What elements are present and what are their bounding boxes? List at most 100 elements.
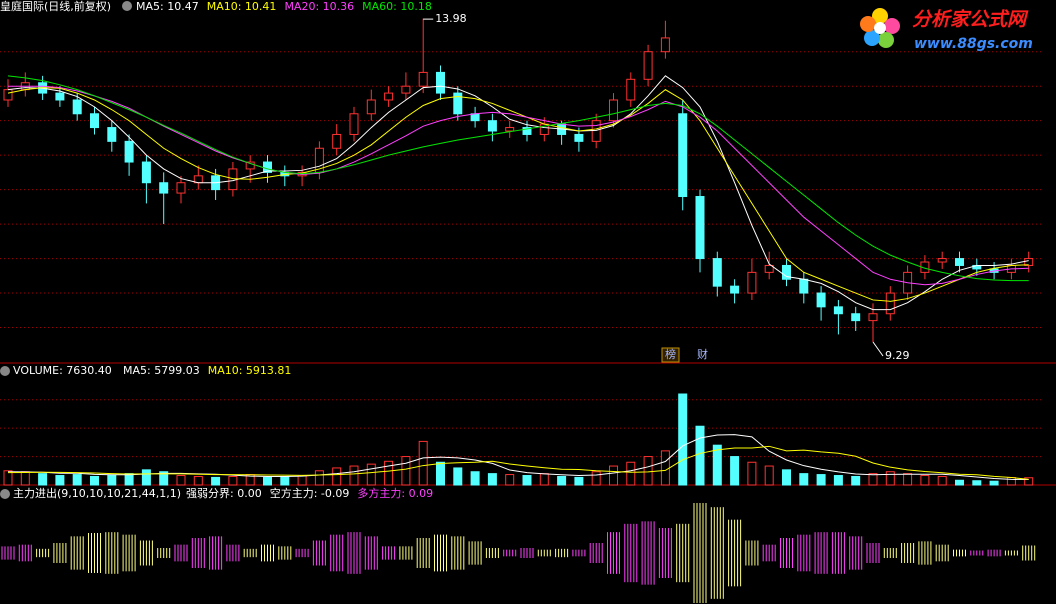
volume-bar	[833, 475, 843, 486]
candle-body	[245, 161, 255, 170]
volume-bar	[557, 475, 567, 486]
candle-body	[159, 182, 169, 194]
volume-bar	[868, 473, 878, 486]
volume-bar	[539, 473, 549, 486]
logo-petal	[878, 32, 894, 48]
volume-bar	[643, 456, 653, 486]
volume-bar	[38, 473, 48, 486]
volume-bar	[401, 456, 411, 486]
volume-bar	[626, 461, 636, 486]
ma-line	[7, 87, 1029, 302]
candle-body	[626, 78, 636, 101]
candle-body	[764, 264, 774, 273]
legend-entry: MA10: 5913.81	[208, 364, 292, 377]
candle-body	[228, 168, 238, 191]
candle-body	[678, 113, 688, 198]
indicator-title: 主力进出(9,10,10,10,21,44,1,1)	[13, 486, 181, 500]
annotation-leader	[872, 341, 884, 357]
candle-body	[574, 133, 584, 142]
candle-body	[782, 264, 791, 280]
candle-body	[643, 51, 653, 80]
candle-body	[349, 113, 359, 135]
volume-bar	[176, 475, 186, 486]
candle-body	[851, 313, 861, 322]
volume-bar	[141, 469, 151, 486]
settings-icon[interactable]	[0, 366, 10, 376]
candle-body	[384, 92, 394, 101]
candle-body	[90, 113, 99, 129]
candle-body	[522, 127, 532, 135]
candle-body	[833, 306, 843, 315]
marker-badge	[661, 347, 680, 363]
candle-body	[868, 313, 878, 322]
volume-bar	[470, 471, 480, 486]
volume-bar	[297, 475, 307, 486]
legend-entry: 强弱分界: 0.00	[186, 487, 262, 500]
annotation: 9.29	[885, 349, 910, 362]
candle-body	[366, 99, 376, 115]
legend-entry: MA20: 10.36	[284, 0, 354, 13]
candle-body	[436, 71, 445, 94]
candle-body	[505, 127, 515, 132]
volume-bar	[799, 473, 809, 486]
volume-bar	[124, 473, 134, 486]
legend-entry: 空方主力: -0.09	[270, 486, 350, 500]
volume-bar	[436, 461, 445, 486]
volume-ma-line	[7, 445, 1029, 480]
annotation: 13.98	[435, 12, 467, 25]
candle-body	[107, 127, 117, 142]
volume-bar	[20, 471, 30, 486]
settings-icon[interactable]	[0, 489, 10, 499]
candle-body	[591, 120, 601, 142]
header-icons	[0, 1, 132, 499]
volume-bar	[366, 463, 376, 486]
ma-line	[7, 75, 1029, 282]
settings-icon[interactable]	[122, 1, 132, 11]
volume-bar	[487, 473, 497, 486]
volume-bar	[418, 440, 428, 486]
candle-body	[937, 258, 947, 263]
volume-bar	[349, 465, 359, 486]
volume-bar	[695, 425, 705, 486]
candle-body	[55, 92, 65, 101]
volume-bar	[522, 475, 532, 486]
volume-bar	[712, 444, 722, 486]
volume-bar	[885, 471, 895, 486]
volume-bar	[384, 460, 394, 486]
volume-bar	[280, 475, 290, 486]
volume-bar	[782, 469, 791, 486]
volume-bar	[609, 465, 618, 486]
volume-bar	[263, 476, 272, 486]
legend-entry: 多方主力: 0.09	[357, 486, 433, 500]
logo-petal	[864, 30, 880, 46]
candle-body	[401, 85, 411, 94]
volume-bar	[55, 475, 65, 486]
volume-bar	[1006, 477, 1016, 486]
logo-url: www.88gs.com	[914, 36, 1033, 52]
candle-body	[487, 120, 497, 132]
volume-bar	[228, 475, 238, 486]
volume-bar	[591, 471, 601, 486]
volume-bar	[574, 476, 584, 486]
candle-body	[453, 92, 463, 115]
candle-body	[695, 196, 705, 260]
candle-body	[712, 258, 722, 287]
volume-bar	[453, 467, 463, 486]
volume-bar	[972, 480, 982, 486]
logo-petal	[872, 8, 888, 24]
volume-bar	[920, 475, 930, 486]
candle-body	[799, 278, 809, 294]
volume-bar	[3, 470, 13, 486]
legend-entry: MA10: 10.41	[207, 0, 277, 13]
event-marker: 榜	[665, 347, 676, 361]
candle-body	[141, 161, 151, 184]
logo-petal	[884, 18, 900, 34]
ma-line	[8, 85, 1029, 286]
candle-body	[1024, 258, 1034, 266]
event-marker: 财	[697, 347, 708, 361]
volume-bar	[747, 461, 757, 486]
stock-title: 皇庭国际(日线,前复权)	[0, 0, 111, 13]
